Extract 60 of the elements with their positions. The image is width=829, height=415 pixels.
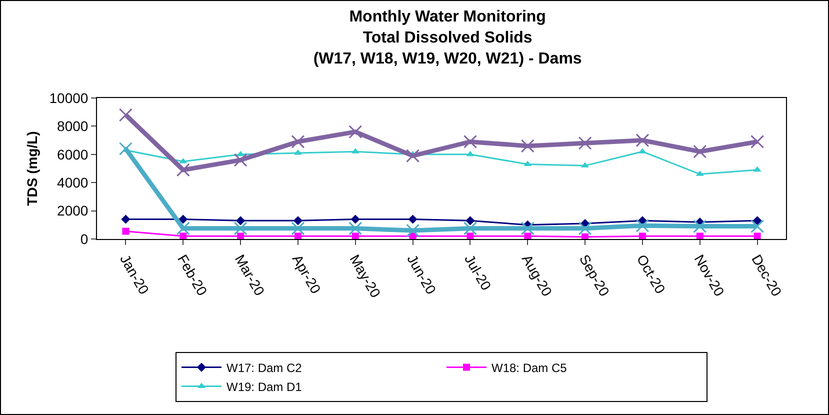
point xyxy=(350,214,360,224)
point xyxy=(348,222,362,236)
y-tick-label: 0 xyxy=(80,230,88,247)
point xyxy=(291,134,305,148)
point xyxy=(294,232,302,239)
point xyxy=(636,134,650,148)
point xyxy=(406,149,420,163)
point xyxy=(348,125,362,139)
point xyxy=(291,222,305,236)
point xyxy=(118,142,132,156)
point xyxy=(293,216,303,226)
legend-label: W18: Dam C5 xyxy=(492,360,568,375)
point xyxy=(118,108,132,122)
y-tick-label: 8000 xyxy=(57,118,88,134)
legend-label: W17: Dam C2 xyxy=(226,360,302,375)
point xyxy=(754,232,761,239)
point xyxy=(466,216,475,226)
point xyxy=(463,222,477,236)
point xyxy=(466,150,474,156)
point xyxy=(582,233,589,239)
point xyxy=(122,228,130,235)
point xyxy=(179,158,188,164)
point xyxy=(696,232,704,239)
point xyxy=(466,232,474,239)
point xyxy=(524,160,532,166)
point xyxy=(524,232,532,239)
point xyxy=(180,232,187,239)
point xyxy=(520,139,534,153)
point xyxy=(234,222,248,236)
point xyxy=(578,222,592,236)
point xyxy=(693,220,707,234)
point xyxy=(176,163,190,177)
point xyxy=(752,216,762,226)
point xyxy=(520,222,534,236)
point xyxy=(121,214,130,224)
point xyxy=(294,149,302,155)
point xyxy=(463,134,477,148)
point xyxy=(237,232,244,239)
point xyxy=(750,134,764,148)
point xyxy=(753,166,762,172)
point xyxy=(636,218,650,232)
point xyxy=(693,144,707,158)
point xyxy=(638,232,646,239)
y-tick-label: 6000 xyxy=(57,146,88,162)
point xyxy=(406,224,420,238)
point xyxy=(236,216,246,226)
y-tick-label: 4000 xyxy=(57,174,88,190)
chart-title: Monthly Water Monitoring Total Dissolved Solids (W17, W18, W19, W20, W21) - Dams xyxy=(313,8,582,68)
point xyxy=(578,136,592,150)
point xyxy=(178,214,188,224)
point xyxy=(234,153,248,167)
y-tick-label: 2000 xyxy=(57,202,88,219)
point xyxy=(352,232,359,239)
y-tick-label: 10000 xyxy=(49,90,88,106)
point xyxy=(236,150,245,156)
point xyxy=(408,214,418,224)
y-axis-title: TDS (mg/L) xyxy=(24,131,40,206)
point xyxy=(176,222,190,236)
point xyxy=(750,220,764,234)
legend-label: W19: Dam D1 xyxy=(226,380,302,394)
